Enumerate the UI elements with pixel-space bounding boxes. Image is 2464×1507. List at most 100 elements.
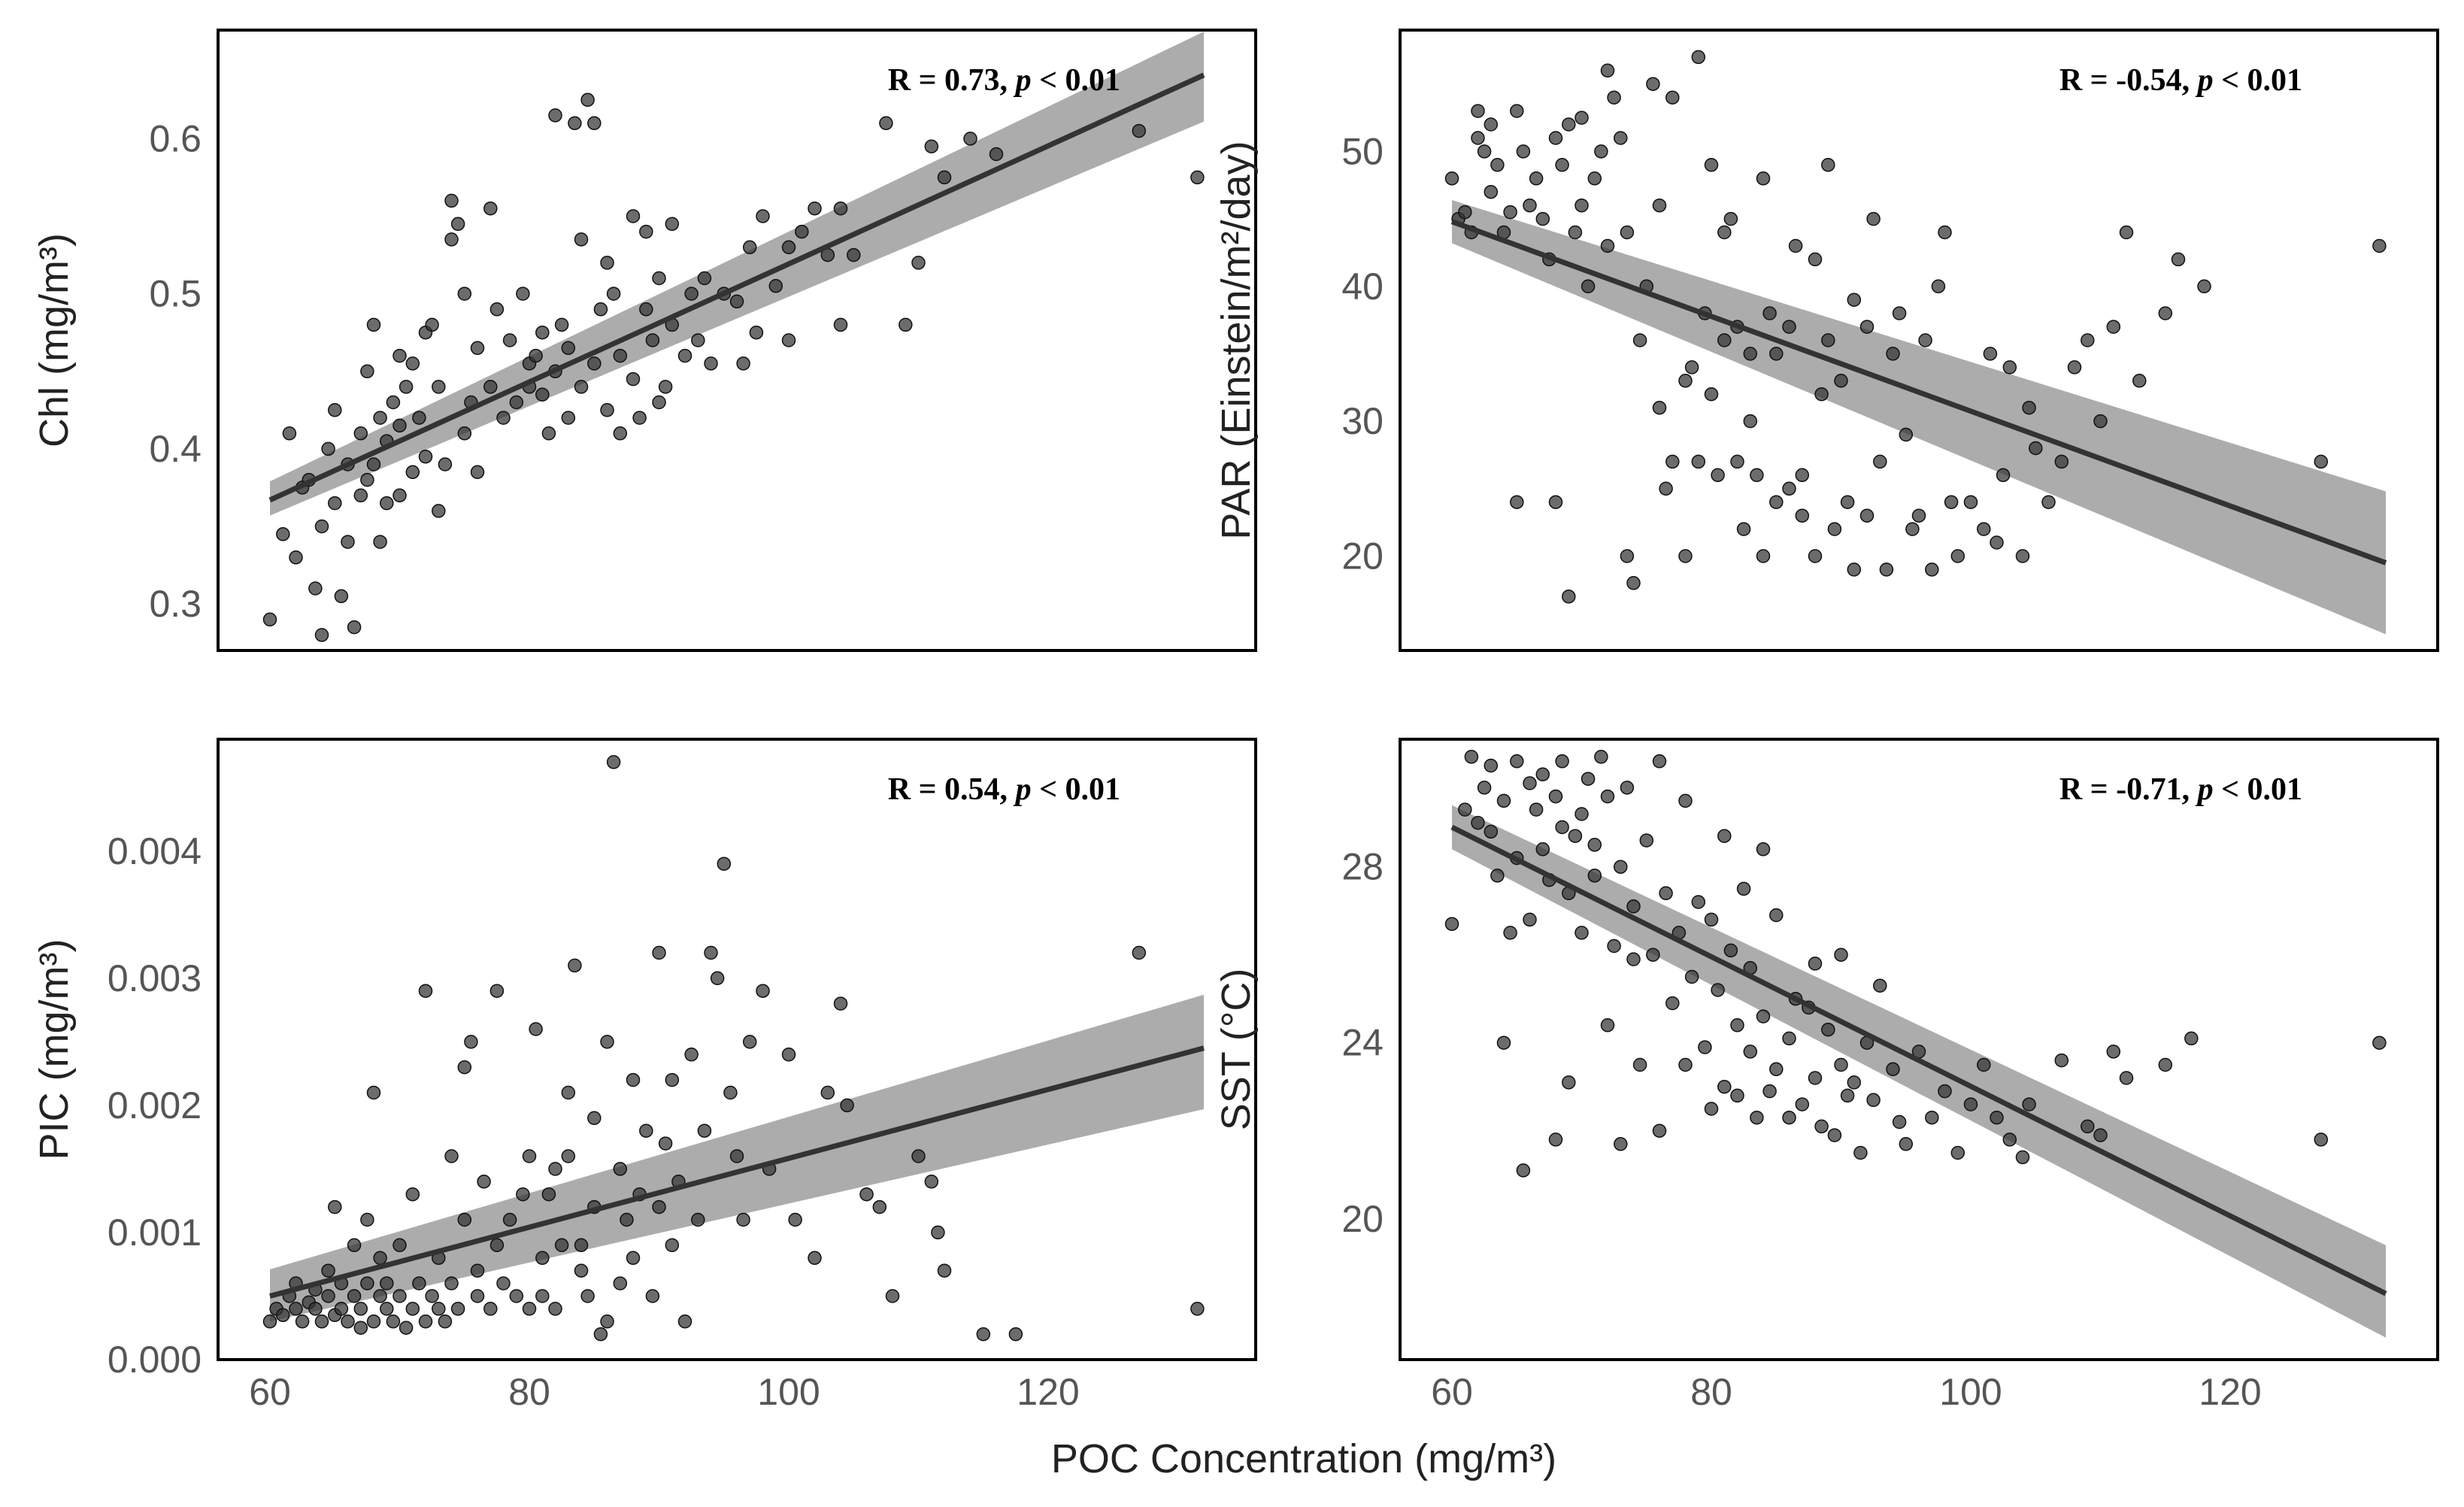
chl-point-24 <box>380 496 394 511</box>
pic-point-121 <box>1008 1327 1023 1342</box>
sst-point-23 <box>1555 754 1569 769</box>
pic-point-84 <box>626 1251 641 1266</box>
sst-confidence-band <box>1452 805 2386 1338</box>
sst-point-22 <box>1555 820 1569 835</box>
par-point-96 <box>1938 225 1952 240</box>
sst-point-28 <box>1574 926 1589 940</box>
par-point-106 <box>2022 400 2036 415</box>
par-point-112 <box>2093 414 2108 429</box>
sst-point-37 <box>1614 860 1628 874</box>
par-point-51 <box>1704 158 1719 172</box>
chl-point-68 <box>574 232 589 247</box>
sst-point-20 <box>1548 789 1563 804</box>
par-point-82 <box>1847 562 1862 577</box>
chl-point-86 <box>658 380 673 394</box>
par-panel-frame <box>1399 29 2439 652</box>
par-point-57 <box>1730 454 1744 469</box>
sst-point-43 <box>1646 948 1660 962</box>
sst-point-95 <box>1950 1145 1965 1160</box>
pic-point-52 <box>483 1302 498 1316</box>
par-point-66 <box>1769 495 1784 509</box>
par-y-tick-label-3: 50 <box>1341 130 1384 172</box>
chl-point-20 <box>366 317 381 332</box>
par-point-94 <box>1925 562 1939 577</box>
pic-y-tick-label-2: 0.002 <box>108 1084 202 1126</box>
par-point-21 <box>1555 158 1569 172</box>
sst-point-40 <box>1626 952 1641 966</box>
chl-point-19 <box>360 472 374 487</box>
sst-point-6 <box>1484 758 1499 773</box>
pic-point-78 <box>600 1314 614 1329</box>
par-y-tick-label-1: 30 <box>1341 400 1384 442</box>
pic-point-83 <box>626 1072 641 1087</box>
sst-point-93 <box>1925 1110 1939 1125</box>
par-point-0 <box>1444 171 1459 186</box>
par-point-80 <box>1840 495 1855 509</box>
chl-point-113 <box>937 170 952 185</box>
par-point-29 <box>1594 144 1608 159</box>
sst-point-87 <box>1866 1093 1881 1108</box>
pic-point-21 <box>353 1321 368 1335</box>
par-point-93 <box>1918 333 1932 347</box>
pic-points <box>262 755 1205 1342</box>
pic-point-33 <box>399 1321 414 1335</box>
par-point-119 <box>2314 454 2329 469</box>
sst-point-108 <box>2184 1031 2199 1046</box>
sst-point-79 <box>1821 1022 1835 1037</box>
par-point-114 <box>2119 225 2134 240</box>
par-point-107 <box>2029 441 2043 456</box>
chl-point-72 <box>593 302 608 317</box>
pic-point-10 <box>314 1314 329 1329</box>
sst-point-104 <box>2093 1128 2108 1142</box>
par-point-98 <box>1950 549 1965 563</box>
chl-point-107 <box>833 317 848 332</box>
par-point-90 <box>1899 427 1914 442</box>
chl-point-81 <box>639 302 653 317</box>
chl-point-46 <box>470 341 485 356</box>
chl-fit-line <box>268 72 1205 503</box>
sst-y-tick-labels: 20 24 28 <box>1341 846 1384 1240</box>
sst-point-10 <box>1503 926 1517 940</box>
par-point-118 <box>2197 279 2211 294</box>
sst-point-1 <box>1458 802 1472 817</box>
par-stat-annotation: R = -0.54, p < 0.01 <box>2059 63 2302 98</box>
sst-point-77 <box>1808 957 1823 971</box>
sst-point-71 <box>1782 1031 1796 1046</box>
pic-point-22 <box>360 1276 374 1290</box>
sst-point-14 <box>1523 776 1537 790</box>
chl-point-89 <box>677 348 693 363</box>
pic-point-53 <box>489 1238 505 1253</box>
sst-point-109 <box>2314 1133 2329 1147</box>
chl-point-48 <box>483 201 498 216</box>
chl-point-33 <box>412 411 426 425</box>
pic-y-tick-labels: 0.000 0.001 0.002 0.003 0.004 <box>108 830 202 1381</box>
pic-point-57 <box>509 1289 524 1303</box>
par-point-4 <box>1471 104 1485 118</box>
sst-stat-p: p <box>2196 772 2214 807</box>
par-point-100 <box>1977 522 1991 536</box>
par-point-67 <box>1769 347 1784 361</box>
par-point-26 <box>1574 198 1589 213</box>
pic-point-47 <box>457 1212 472 1227</box>
pic-point-99 <box>710 971 725 986</box>
par-point-17 <box>1535 211 1550 226</box>
pic-point-26 <box>373 1289 387 1303</box>
chl-point-83 <box>645 333 660 347</box>
panel-pic: 0.000 0.001 0.002 0.003 0.004 60 80 100 120 PIC (… <box>32 738 1257 1413</box>
sst-point-7 <box>1490 869 1505 883</box>
sst-point-110 <box>2372 1035 2387 1050</box>
pic-point-25 <box>366 1085 381 1100</box>
sst-y-tick-label-1: 24 <box>1341 1022 1384 1064</box>
par-point-2 <box>1458 205 1472 220</box>
pic-point-4 <box>289 1302 303 1316</box>
sst-y-tick-label-0: 20 <box>1341 1198 1384 1240</box>
pic-point-31 <box>392 1289 407 1303</box>
pic-point-94 <box>677 1314 693 1329</box>
pic-stat-p: p <box>1014 772 1032 807</box>
sst-point-74 <box>1795 1097 1810 1111</box>
chl-point-69 <box>580 92 595 108</box>
sst-point-65 <box>1750 1110 1764 1125</box>
pic-point-123 <box>1190 1302 1205 1316</box>
chl-point-42 <box>450 217 465 232</box>
par-point-86 <box>1873 454 1887 469</box>
